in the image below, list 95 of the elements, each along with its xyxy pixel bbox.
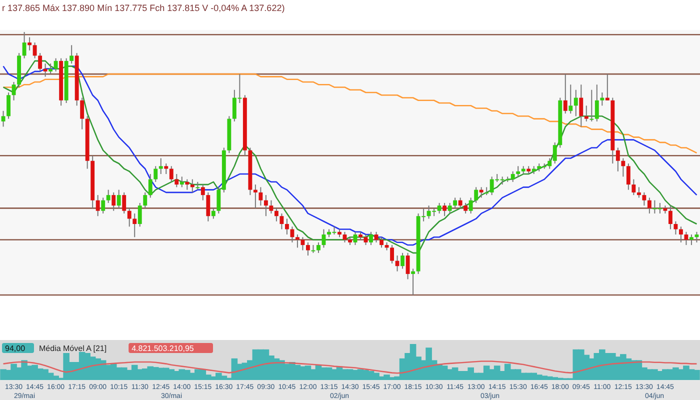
candlestick <box>48 63 53 75</box>
candlestick <box>374 231 378 243</box>
candlestick <box>364 234 368 246</box>
candlestick <box>584 105 588 122</box>
candlestick <box>253 184 258 209</box>
annotation: 4.821.503.210,95 <box>132 344 194 353</box>
candlestick <box>590 89 594 122</box>
candlestick <box>464 202 468 214</box>
candlestick <box>474 186 478 204</box>
candlestick <box>448 202 452 214</box>
candlestick <box>605 74 610 101</box>
candlestick <box>642 192 646 206</box>
candlestick <box>579 84 584 128</box>
candlestick <box>342 231 347 243</box>
candlestick <box>390 244 394 264</box>
candlestick <box>674 220 678 236</box>
candlestick <box>22 32 26 59</box>
candlestick <box>138 202 142 228</box>
series-label: Média Móvel A [21] <box>39 344 107 353</box>
candlestick <box>668 205 672 230</box>
candlestick <box>112 192 116 212</box>
candlestick <box>216 186 221 214</box>
candlestick <box>647 197 652 214</box>
candlestick <box>563 74 568 114</box>
candlestick <box>684 231 688 246</box>
candlestick <box>280 212 284 230</box>
candlestick <box>626 163 630 190</box>
candlestick <box>306 242 310 256</box>
candlestick <box>1 110 6 128</box>
candlestick <box>621 158 626 178</box>
candlestick <box>158 158 163 175</box>
candlestick <box>154 166 158 182</box>
candlestick <box>143 192 148 209</box>
candlestick <box>458 197 462 209</box>
candlestick <box>616 147 620 172</box>
candlestick <box>516 166 520 178</box>
candlestick <box>316 242 320 254</box>
candlestick <box>678 226 683 243</box>
chart-title: r 137.865 Máx 137.890 Mín 137.775 Fch 137.815 V -0,04% A 137.622) <box>2 3 285 13</box>
candlestick <box>38 52 42 72</box>
candlestick <box>574 89 578 117</box>
annotation: 94,00 <box>5 344 26 353</box>
candlestick <box>284 218 289 236</box>
candlestick <box>174 174 179 188</box>
candlestick <box>200 184 205 201</box>
candlestick <box>548 158 552 170</box>
candlestick <box>274 208 278 222</box>
candlestick <box>694 231 699 243</box>
candlestick <box>632 178 636 196</box>
candlestick <box>96 194 100 217</box>
candlestick <box>600 92 604 106</box>
candlestick <box>353 231 358 246</box>
candlestick <box>453 197 458 209</box>
candlestick <box>442 202 447 217</box>
candlestick <box>32 42 37 59</box>
candlestick <box>185 178 190 190</box>
candlestick <box>180 176 184 188</box>
candlestick <box>406 252 410 280</box>
candlestick <box>148 174 152 198</box>
candlestick <box>568 84 573 114</box>
candlestick <box>28 36 32 51</box>
candlestick <box>264 194 268 217</box>
candlestick <box>127 208 132 228</box>
candlestick <box>206 192 210 222</box>
candlestick <box>380 236 384 248</box>
candlestick <box>400 252 405 270</box>
candlestick <box>122 192 126 214</box>
candlestick <box>510 170 515 182</box>
candlestick <box>164 163 168 175</box>
candlestick <box>411 268 416 296</box>
candlestick <box>269 200 274 214</box>
candlestick <box>211 208 216 220</box>
candlestick <box>101 197 106 214</box>
candlestick <box>190 178 194 193</box>
candlestick <box>132 212 137 238</box>
candlestick <box>106 189 110 204</box>
candlestick <box>70 44 74 64</box>
candlestick <box>295 234 300 248</box>
candlestick <box>6 92 11 120</box>
candlestick <box>468 197 473 214</box>
candlestick <box>116 189 121 209</box>
candlestick <box>369 231 373 246</box>
candlestick <box>290 226 294 243</box>
candlestick <box>437 202 442 214</box>
candlestick <box>43 63 48 78</box>
candlestick <box>54 58 58 72</box>
candlestick <box>636 186 641 198</box>
candlestick <box>169 166 174 182</box>
candlestick <box>552 142 557 164</box>
candlestick <box>594 84 599 122</box>
candlestick <box>689 234 694 246</box>
candlestick <box>479 186 484 198</box>
candlestick <box>80 97 84 130</box>
candlestick <box>258 186 263 206</box>
candlestick <box>12 81 16 101</box>
